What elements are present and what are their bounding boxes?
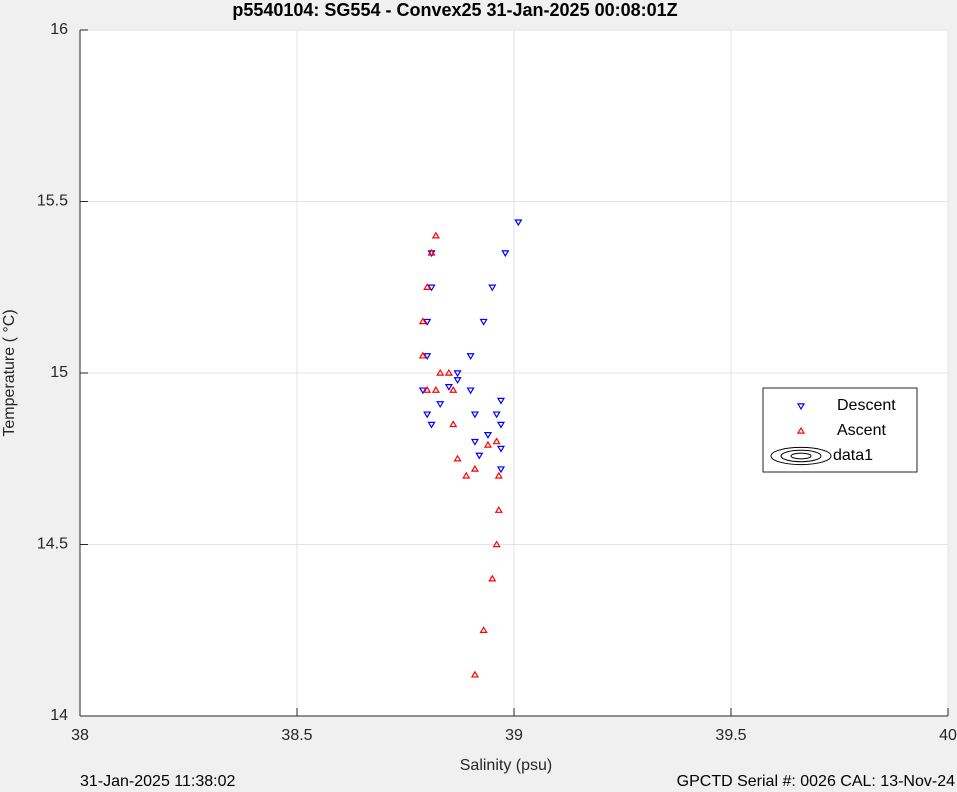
marker — [436, 368, 445, 376]
y-tick-label: 14.5 — [37, 536, 68, 553]
marker — [483, 432, 493, 439]
marker — [423, 318, 432, 326]
marker — [423, 353, 432, 361]
marker — [418, 387, 427, 395]
marker — [453, 377, 462, 385]
marker — [488, 574, 497, 582]
legend-label: Descent — [837, 397, 896, 414]
marker — [492, 437, 501, 445]
legend-icon — [796, 403, 806, 411]
marker — [423, 385, 432, 393]
x-tick-label: 39 — [505, 727, 523, 744]
x-tick-label: 38 — [71, 727, 89, 744]
marker — [470, 411, 479, 419]
footer-right: GPCTD Serial #: 0026 CAL: 13-Nov-24 — [677, 773, 955, 790]
y-tick-label: 16 — [50, 21, 68, 38]
marker — [453, 370, 462, 378]
legend-label: data1 — [833, 447, 873, 464]
footer-left: 31-Jan-2025 11:38:02 — [80, 773, 235, 790]
legend-icon — [780, 449, 822, 463]
marker — [431, 231, 440, 239]
marker — [436, 401, 445, 409]
marker — [453, 454, 462, 462]
marker — [496, 466, 506, 474]
x-axis-label: Salinity (psu) — [460, 757, 552, 774]
y-tick-label: 15.5 — [37, 193, 68, 210]
marker — [483, 440, 493, 448]
marker — [494, 506, 503, 513]
marker — [470, 670, 479, 678]
marker — [470, 464, 479, 472]
marker — [444, 384, 453, 391]
marker — [444, 368, 453, 376]
marker — [492, 411, 501, 419]
marker — [418, 351, 427, 359]
marker — [427, 284, 436, 292]
marker — [423, 283, 432, 290]
marker — [423, 411, 432, 419]
marker — [466, 387, 475, 395]
marker — [475, 452, 484, 460]
marker — [496, 421, 506, 429]
marker — [470, 438, 479, 446]
legend-label: Ascent — [837, 422, 886, 439]
y-tick-label: 15 — [50, 364, 68, 381]
x-tick-label: 39.5 — [715, 727, 746, 744]
x-tick-label: 38.5 — [281, 727, 312, 744]
chart-title: p5540104: SG554 - Convex25 31-Jan-2025 0… — [232, 0, 677, 20]
marker — [494, 471, 503, 479]
marker — [466, 353, 475, 361]
y-axis-label: Temperature ( °C) — [1, 309, 18, 436]
y-tick-label: 14 — [50, 707, 68, 724]
marker — [462, 471, 471, 479]
marker — [479, 318, 488, 326]
x-tick-label: 40 — [939, 727, 957, 744]
marker — [496, 397, 506, 405]
legend-box — [762, 387, 918, 473]
marker — [427, 421, 436, 429]
legend-icon — [770, 446, 832, 466]
marker — [501, 250, 510, 258]
marker — [449, 420, 458, 428]
marker — [488, 284, 497, 292]
marker — [418, 317, 427, 325]
marker — [449, 385, 458, 393]
marker — [514, 219, 523, 227]
marker — [431, 385, 440, 393]
marker — [496, 445, 506, 453]
legend-icon — [790, 452, 812, 460]
marker — [492, 540, 501, 548]
marker — [427, 248, 436, 256]
legend-icon — [796, 426, 806, 434]
marker — [479, 626, 488, 633]
